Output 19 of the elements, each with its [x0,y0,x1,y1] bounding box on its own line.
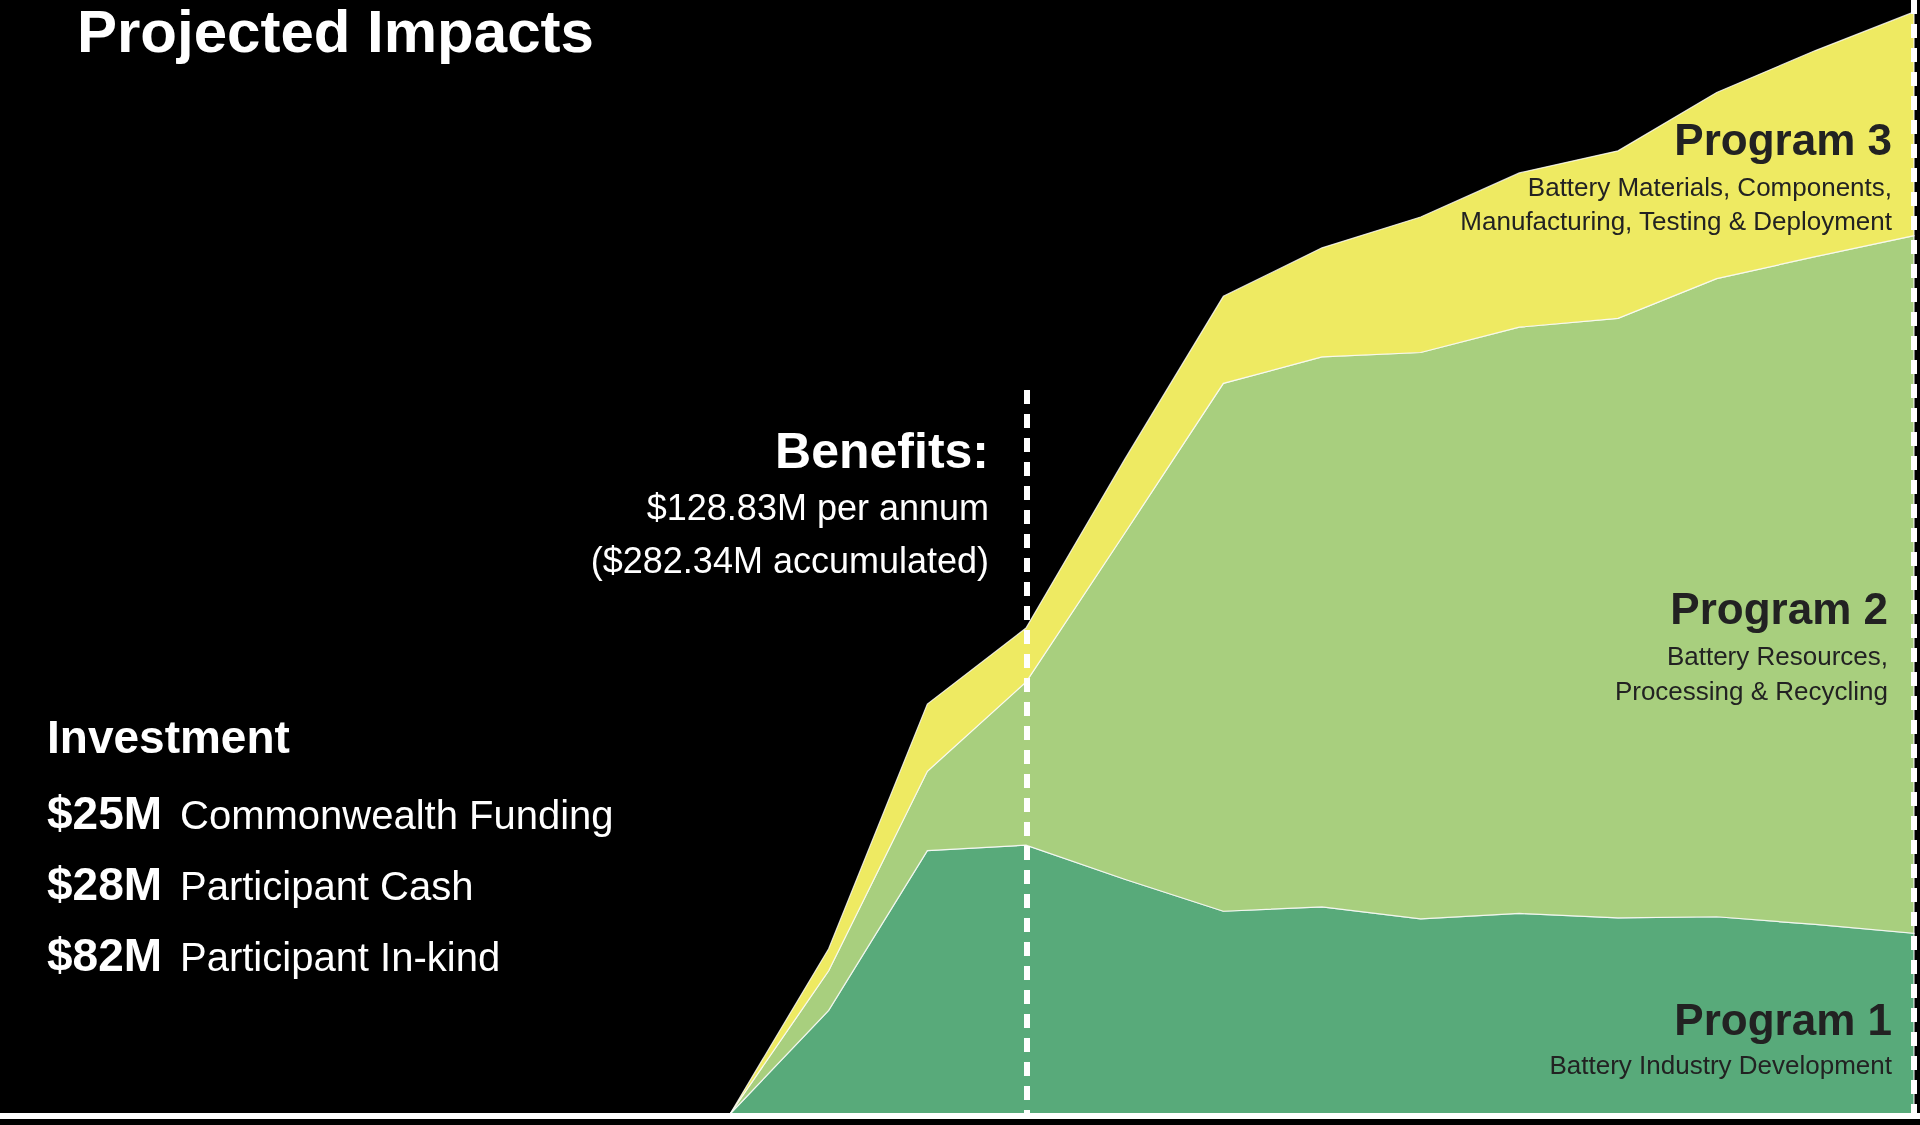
text: Investment [47,711,290,763]
annotation: ($282.34M accumulated) [590,540,989,581]
annotation: Processing & Recycling [1614,676,1888,706]
annotation: Battery Industry Development [1549,1050,1893,1080]
series-label: Program 3 [1674,115,1892,164]
annotation: Battery Materials, Components, [1527,172,1892,202]
text: Participant In-kind [180,935,501,979]
series-label: Program 1 [1674,995,1892,1044]
chart-title: Projected Impacts [77,0,594,65]
text: $25M [47,787,163,839]
text: $82M [47,929,163,981]
series-label: Program 2 [1670,584,1888,633]
annotation: Benefits: [775,423,989,479]
text: $28M [47,858,163,910]
text: Participant Cash [180,864,474,908]
annotation: Manufacturing, Testing & Deployment [1460,206,1893,236]
annotation: $128.83M per annum [646,487,989,528]
text: Commonwealth Funding [180,793,614,837]
annotation: Battery Resources, [1666,641,1888,671]
